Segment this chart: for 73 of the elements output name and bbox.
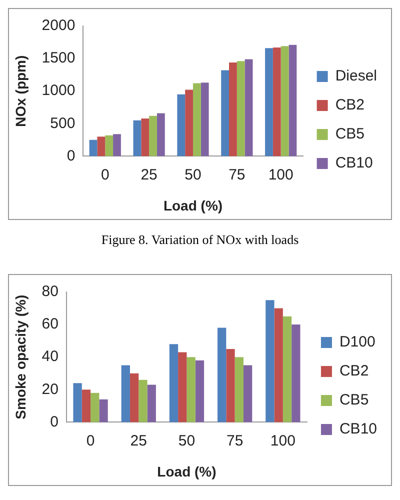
y-tick-label: 40: [42, 348, 58, 366]
y-tick-label: 0: [50, 413, 58, 430]
x-tick-label: 0: [86, 432, 95, 450]
bar: [121, 365, 130, 422]
bar: [90, 392, 100, 422]
y-tick-label: 20: [42, 380, 58, 398]
y-tick-label: 80: [42, 283, 58, 300]
legend-label: Diesel: [335, 68, 378, 85]
legend-label: CB5: [339, 392, 369, 409]
bar: [244, 59, 253, 156]
bar: [82, 390, 91, 422]
bar: [113, 134, 121, 156]
bar: [73, 383, 82, 422]
legend-label: D100: [339, 334, 376, 351]
bar: [221, 70, 230, 156]
x-tick-label: 25: [140, 166, 158, 184]
legend-label: CB10: [339, 420, 378, 438]
bar: [226, 348, 235, 422]
y-tick-label: 60: [42, 316, 58, 333]
bar: [218, 328, 226, 422]
bar: [177, 94, 186, 156]
bar: [280, 46, 289, 156]
bar: [105, 135, 114, 156]
bar: [147, 384, 156, 422]
bar: [236, 61, 245, 156]
bar: [185, 90, 193, 156]
legend-label: CB2: [339, 362, 369, 380]
caption: Figure 8. Variation of NOx with loads: [100, 232, 300, 248]
bar: [138, 380, 148, 422]
x-tick-label: 100: [270, 432, 296, 450]
y-axis-title: Smoke opacity (%): [12, 294, 28, 420]
bar: [272, 47, 281, 156]
x-tick-label: 75: [228, 166, 246, 184]
bar: [192, 83, 201, 156]
bar: [178, 352, 187, 422]
bar: [288, 44, 297, 156]
legend-label: CB10: [335, 154, 373, 172]
bar: [99, 399, 108, 422]
y-tick-label: 1500: [42, 50, 76, 67]
y-tick-label: 0: [66, 147, 76, 164]
y-axis-title: NOx (ppm): [12, 55, 28, 127]
x-tick-label: 100: [268, 166, 294, 184]
legend-label: CB5: [335, 126, 365, 143]
x-tick-label: 50: [184, 166, 202, 184]
y-tick-label: 1000: [42, 82, 76, 100]
y-tick-label: 500: [50, 114, 76, 132]
x-axis-title: Load (%): [157, 463, 216, 480]
bar: [266, 300, 274, 422]
bar: [149, 116, 157, 156]
x-tick-label: 75: [226, 432, 244, 450]
x-tick-label: 50: [178, 432, 196, 450]
bar: [156, 113, 165, 156]
bar: [265, 48, 273, 156]
bar: [243, 365, 252, 422]
bar: [186, 357, 196, 422]
x-axis-title: Load (%): [163, 197, 223, 214]
y-tick-label: 2000: [42, 17, 76, 34]
bar: [195, 360, 204, 422]
x-tick-label: 25: [130, 432, 147, 450]
bar: [229, 62, 237, 156]
bar: [169, 344, 178, 422]
bar: [97, 136, 106, 156]
bar: [89, 140, 98, 156]
bar: [141, 118, 150, 156]
legend-label: CB2: [335, 96, 365, 114]
bar: [292, 324, 300, 422]
bar: [234, 357, 244, 422]
x-tick-label: 0: [100, 166, 110, 184]
bar: [133, 120, 142, 156]
bar: [282, 316, 292, 422]
bar: [130, 373, 139, 422]
bar: [200, 82, 209, 156]
bar: [274, 308, 283, 422]
